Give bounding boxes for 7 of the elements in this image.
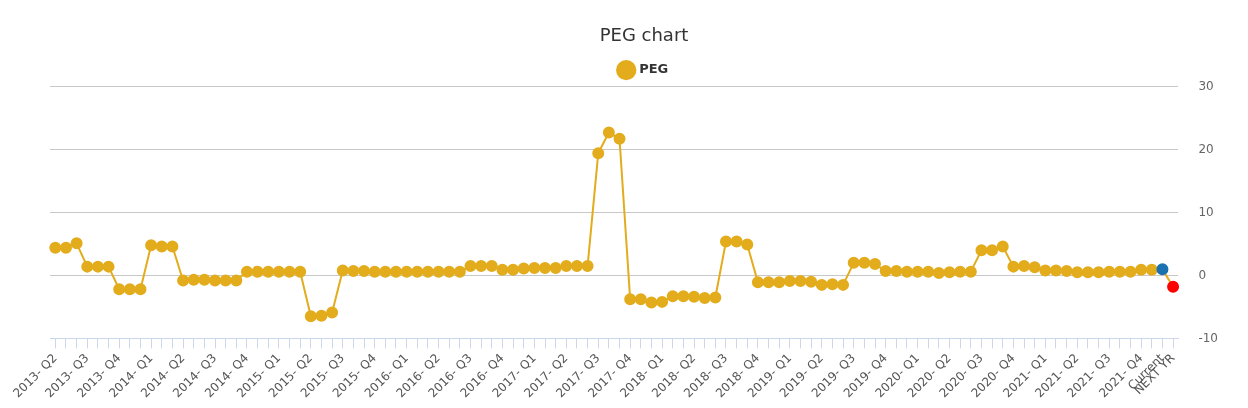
legend-label: PEG [639,61,669,77]
y-tick-label: -10 [1198,330,1219,345]
y-tick-label: 30 [1198,78,1214,93]
y-tick-label: 10 [1198,204,1214,219]
y-tick-label: 20 [1198,141,1214,156]
y-tick-label: 0 [1198,267,1207,282]
chart-title: PEG chart [599,24,689,46]
